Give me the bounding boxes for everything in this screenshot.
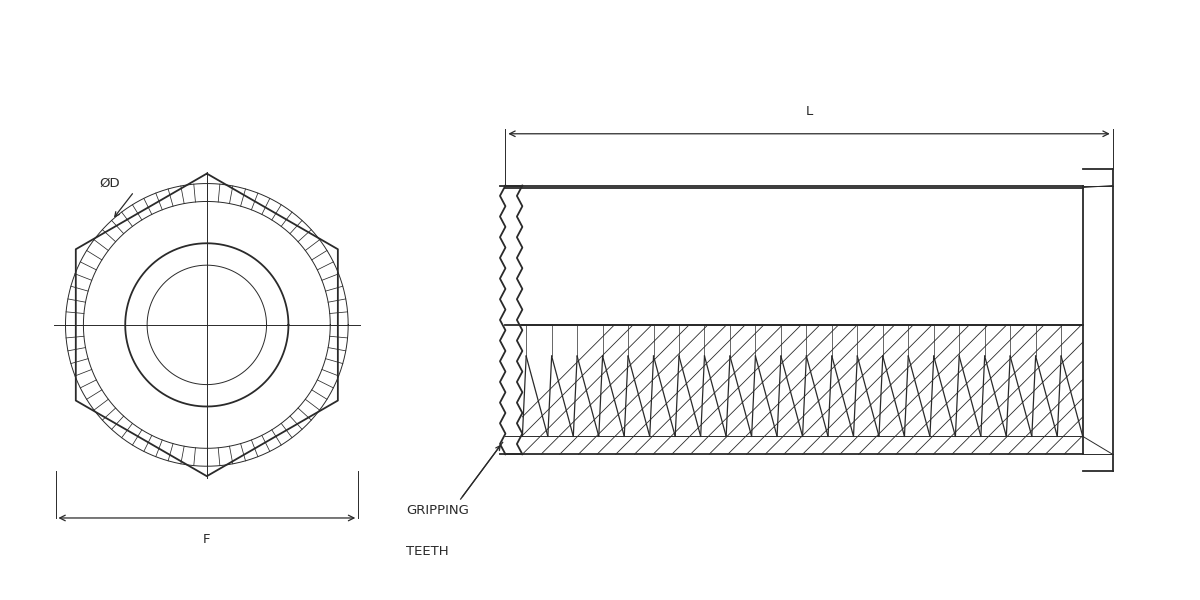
Text: F: F [203, 533, 210, 547]
Text: TEETH: TEETH [406, 545, 449, 558]
Text: GRIPPING: GRIPPING [406, 504, 469, 517]
Text: ØD: ØD [100, 177, 120, 190]
Text: L: L [805, 106, 812, 118]
